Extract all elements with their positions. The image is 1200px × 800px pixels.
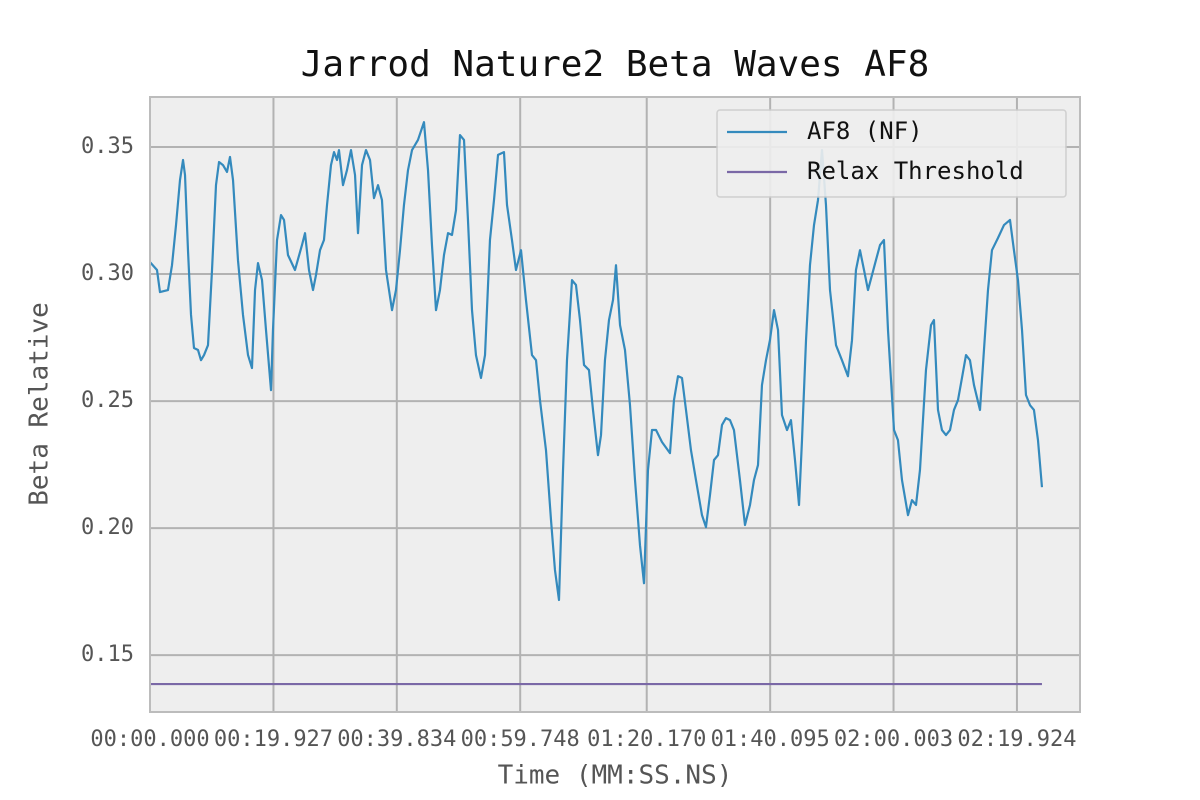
y-tick-label: 0.25 bbox=[81, 388, 134, 413]
y-tick-label: 0.30 bbox=[81, 261, 134, 286]
x-tick-label: 00:59.748 bbox=[461, 727, 580, 752]
x-tick-label: 01:20.170 bbox=[587, 727, 706, 752]
legend: AF8 (NF) Relax Threshold bbox=[716, 109, 1067, 198]
chart-title: Jarrod Nature2 Beta Waves AF8 bbox=[301, 44, 930, 85]
legend-label: Relax Threshold bbox=[807, 157, 1024, 185]
x-tick-label: 02:19.924 bbox=[957, 727, 1076, 752]
x-tick-label: 00:00.000 bbox=[90, 727, 209, 752]
x-tick-label: 01:40.095 bbox=[711, 727, 830, 752]
x-axis-label: Time (MM:SS.NS) bbox=[498, 761, 733, 791]
legend-label: AF8 (NF) bbox=[807, 117, 923, 145]
y-tick-label: 0.35 bbox=[81, 134, 134, 159]
lines bbox=[149, 121, 1044, 686]
y-tick-label: 0.20 bbox=[81, 515, 134, 540]
grid bbox=[149, 97, 1080, 712]
x-tick-label: 02:00.003 bbox=[834, 727, 953, 752]
y-tick-label: 0.15 bbox=[81, 642, 134, 667]
y-axis-label: Beta Relative bbox=[25, 302, 55, 506]
legend-box bbox=[716, 109, 1067, 198]
plot-frame bbox=[149, 96, 1081, 713]
data-line bbox=[149, 121, 1044, 602]
x-tick-label: 00:39.834 bbox=[337, 727, 456, 752]
x-tick-label: 00:19.927 bbox=[214, 727, 333, 752]
